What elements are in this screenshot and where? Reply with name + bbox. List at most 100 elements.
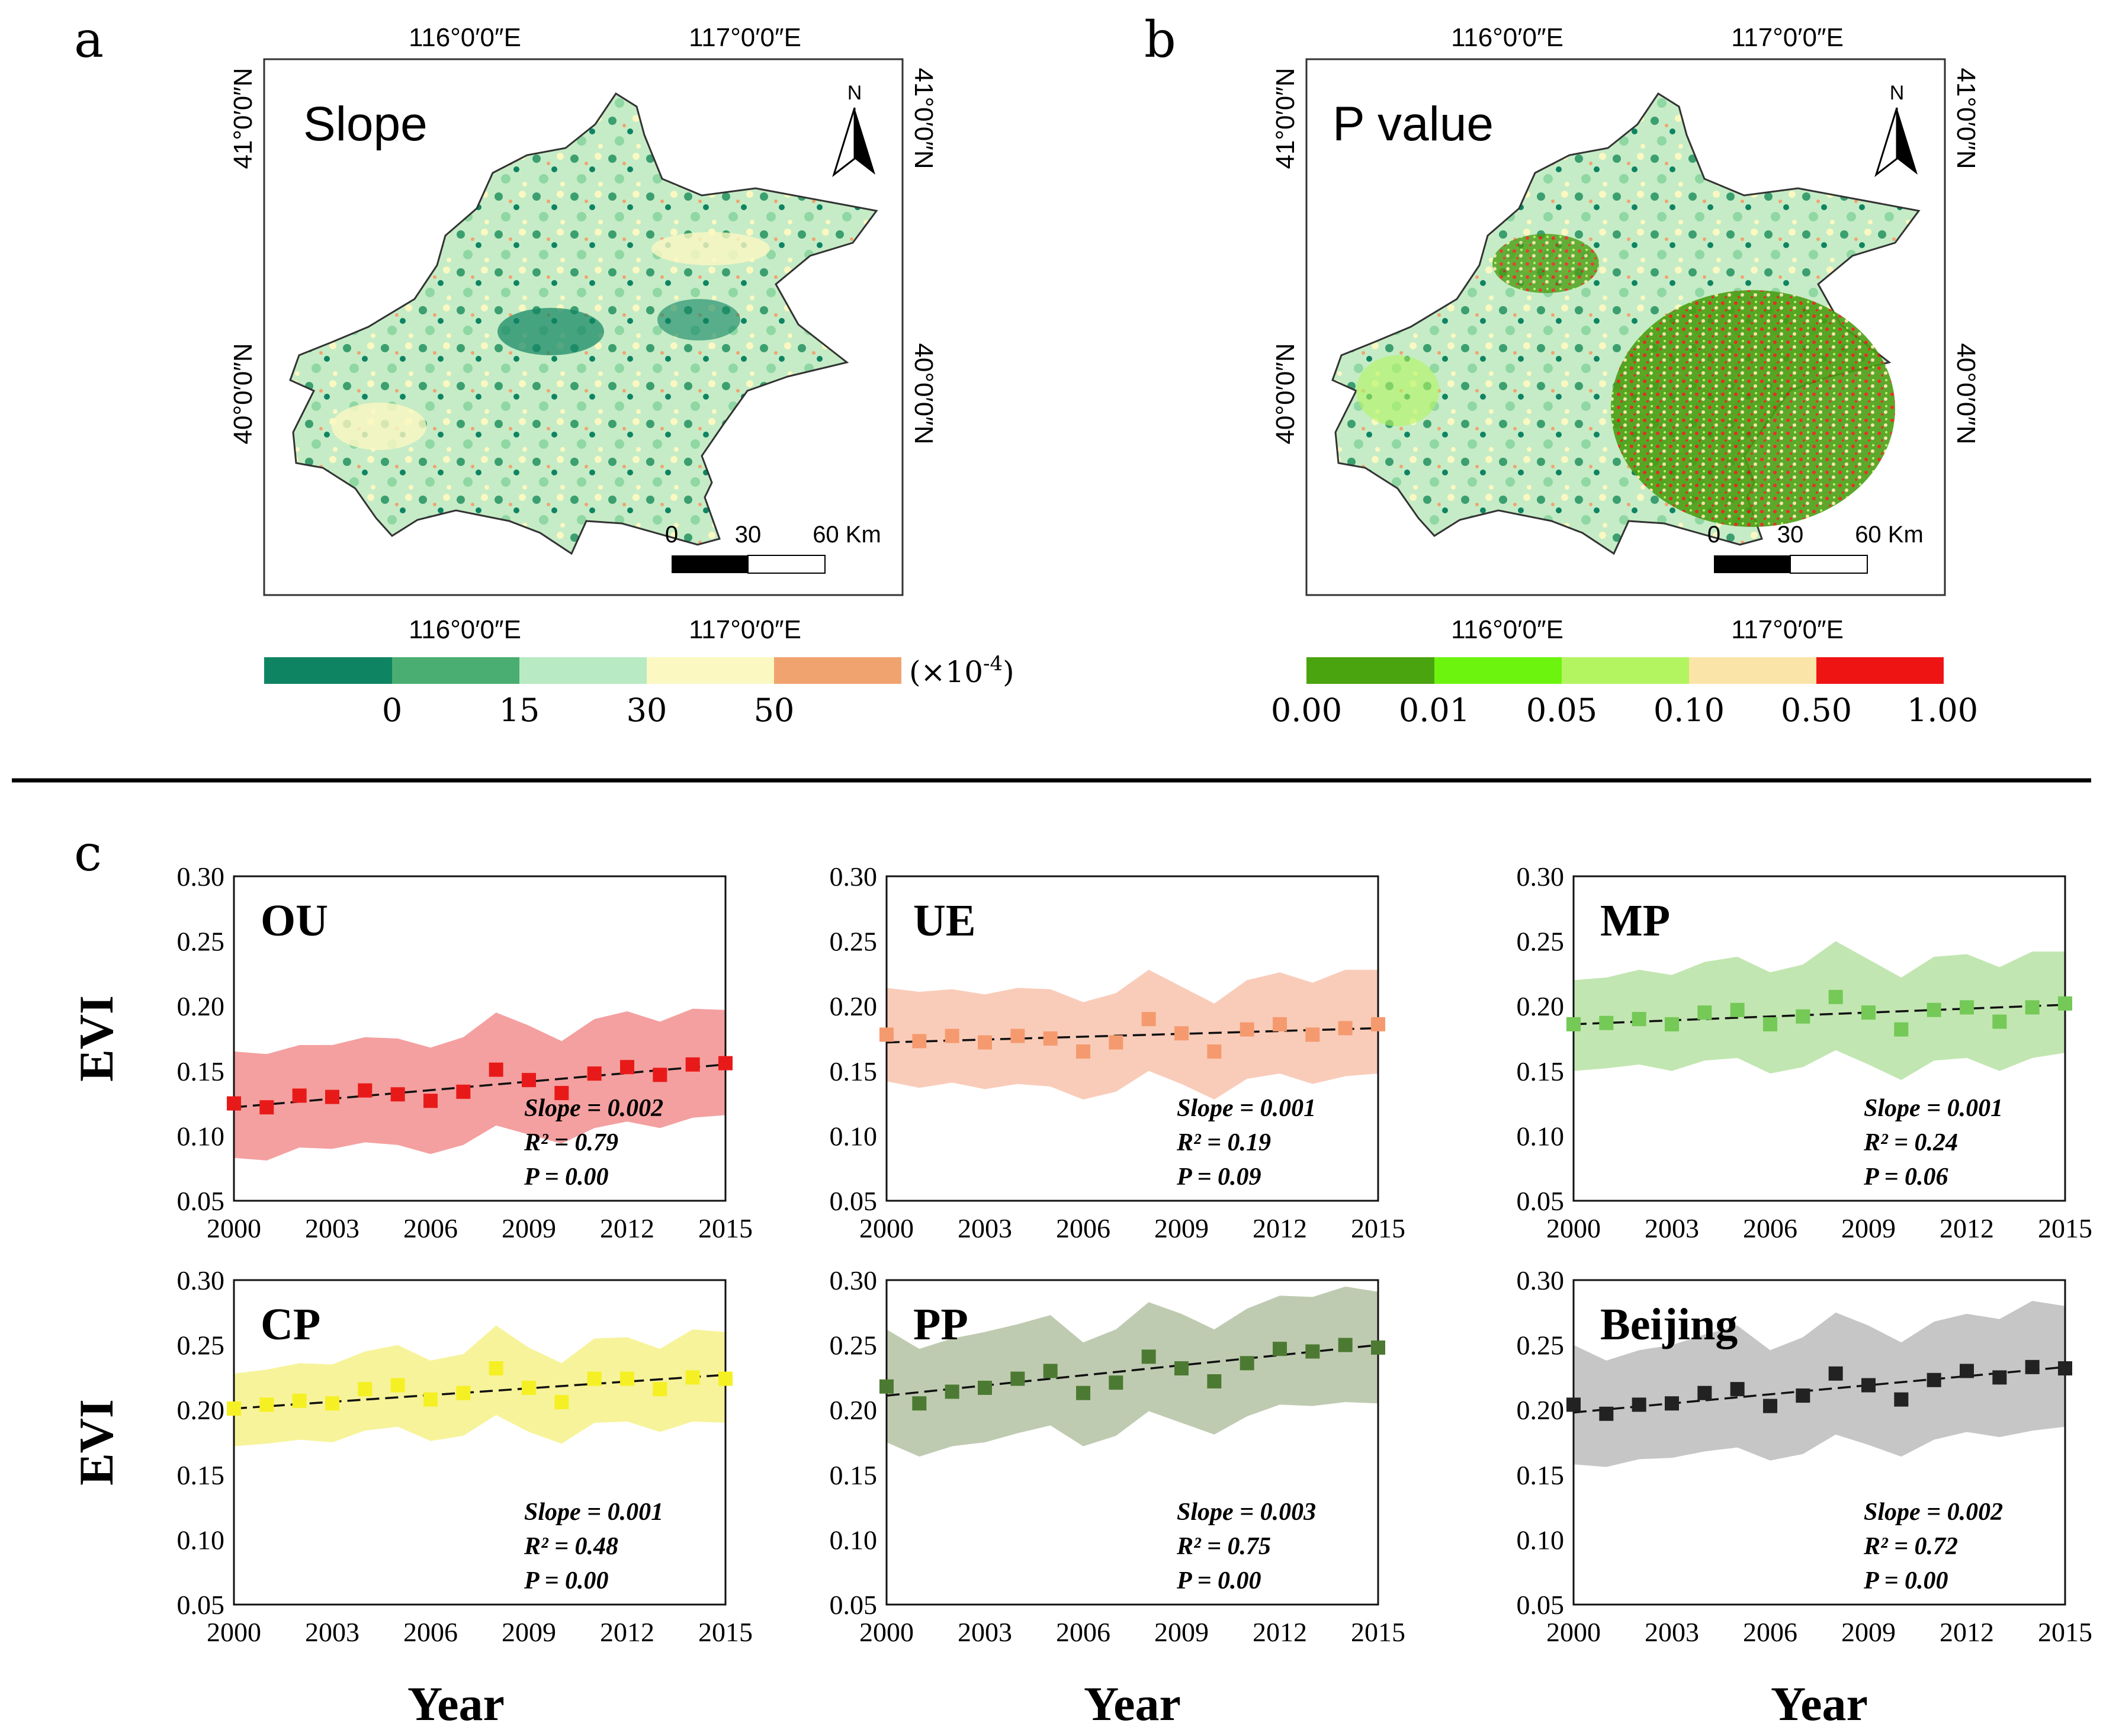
y-tick-label: 0.15 xyxy=(177,1056,225,1086)
y-tick-label: 0.30 xyxy=(177,861,225,892)
data-point xyxy=(1796,1388,1810,1403)
data-point xyxy=(912,1396,927,1411)
stat-annotation: P = 0.06 xyxy=(1863,1163,1948,1191)
data-point xyxy=(325,1396,339,1411)
data-point xyxy=(587,1066,602,1081)
data-point xyxy=(978,1380,992,1395)
scale-tick-60: 60 Km xyxy=(1855,522,1924,548)
data-point xyxy=(1992,1370,2007,1385)
panel-a-lat-left-2: 40°0′0″N xyxy=(229,343,258,444)
data-point xyxy=(1796,1009,1810,1024)
data-point xyxy=(1697,1005,1712,1020)
legend-a-swatch-1 xyxy=(264,657,392,684)
confidence-band xyxy=(1574,941,2065,1081)
legend-b-tick-3: 0.05 xyxy=(1526,692,1597,729)
x-tick-label: 2000 xyxy=(207,1617,261,1647)
legend-a-swatch-2 xyxy=(392,657,519,684)
data-point xyxy=(489,1361,503,1376)
data-point xyxy=(489,1062,503,1077)
y-tick-label: 0.25 xyxy=(1517,927,1565,957)
stat-annotation: P = 0.00 xyxy=(1863,1567,1948,1594)
x-axis-label: Year xyxy=(407,1677,505,1731)
y-tick-label: 0.05 xyxy=(830,1186,878,1216)
data-point xyxy=(1861,1378,1876,1393)
data-point xyxy=(1305,1344,1320,1359)
data-point xyxy=(1076,1385,1090,1400)
x-tick-label: 2000 xyxy=(1546,1617,1601,1647)
data-point xyxy=(1566,1397,1581,1412)
data-point xyxy=(620,1371,634,1386)
x-tick-label: 2015 xyxy=(1351,1617,1405,1647)
data-point xyxy=(227,1096,241,1111)
stat-annotation: R² = 0.72 xyxy=(1863,1533,1958,1560)
panel-a-lon-bottom-1: 116°0′0″E xyxy=(409,615,521,644)
y-tick-label: 0.10 xyxy=(830,1121,878,1151)
data-point xyxy=(1338,1021,1353,1036)
stat-annotation: P = 0.00 xyxy=(524,1567,609,1594)
confidence-band xyxy=(887,1286,1378,1457)
panel-a-scale-bar: 0 30 60 Km xyxy=(665,522,881,574)
legend-a-unit-close: ) xyxy=(1003,655,1014,689)
data-point xyxy=(1828,1366,1843,1381)
data-point xyxy=(879,1379,894,1394)
data-point xyxy=(1141,1349,1156,1364)
north-arrow-icon xyxy=(832,107,875,178)
panel-a-lon-top-1: 116°0′0″E xyxy=(409,23,521,52)
x-tick-label: 2009 xyxy=(1154,1617,1209,1647)
y-tick-label: 0.25 xyxy=(1517,1330,1565,1361)
panel-b-scale-bar: 0 30 60 Km xyxy=(1707,522,1924,574)
data-point xyxy=(358,1382,373,1397)
panel-a-lat-right-2: 40°0′0″N xyxy=(909,343,938,444)
data-point xyxy=(1305,1027,1320,1042)
data-point xyxy=(2025,1000,2040,1015)
data-point xyxy=(1960,1364,1974,1378)
x-tick-label: 2006 xyxy=(1743,1213,1797,1243)
x-tick-label: 2003 xyxy=(1645,1617,1699,1647)
data-point xyxy=(1240,1022,1254,1037)
chart-title: Beijing xyxy=(1600,1300,1738,1349)
panel-a-letter: a xyxy=(74,11,104,69)
panel-b-map xyxy=(1331,92,1920,555)
y-axis-label: EVI xyxy=(69,995,123,1082)
stat-annotation: Slope = 0.002 xyxy=(1864,1499,2003,1526)
data-point xyxy=(1730,1382,1745,1397)
data-point xyxy=(945,1028,959,1043)
x-tick-label: 2012 xyxy=(600,1213,654,1243)
data-point xyxy=(1894,1392,1909,1407)
x-tick-label: 2015 xyxy=(2038,1617,2092,1647)
y-tick-label: 0.25 xyxy=(830,1330,878,1361)
stat-annotation: Slope = 0.001 xyxy=(1177,1095,1316,1122)
data-point xyxy=(390,1087,405,1102)
data-point xyxy=(1927,1372,1941,1387)
legend-b-swatch-2 xyxy=(1434,657,1562,684)
y-tick-label: 0.05 xyxy=(177,1590,225,1620)
x-tick-label: 2003 xyxy=(958,1617,1012,1647)
scale-tick-30: 30 xyxy=(735,522,762,548)
data-point xyxy=(358,1083,373,1098)
stat-annotation: P = 0.09 xyxy=(1176,1163,1261,1191)
panel-a-legend: 0 15 30 50 (×10-4) xyxy=(264,652,1014,729)
y-tick-label: 0.25 xyxy=(177,927,225,957)
data-point xyxy=(1894,1022,1909,1037)
chart-title: MP xyxy=(1600,896,1670,946)
panel-c-letter: c xyxy=(74,824,102,882)
plot-frame xyxy=(1572,1279,2066,1606)
data-point xyxy=(227,1401,241,1416)
legend-b-tick-1: 0.00 xyxy=(1271,692,1342,729)
data-point xyxy=(1174,1361,1189,1376)
y-tick-label: 0.15 xyxy=(830,1460,878,1490)
stat-annotation: R² = 0.79 xyxy=(524,1129,618,1156)
plot-frame xyxy=(1572,875,2066,1202)
trend-line xyxy=(233,1063,726,1108)
data-point xyxy=(978,1035,992,1050)
panel-b-lat-left-2: 40°0′0″N xyxy=(1271,343,1300,444)
y-tick-label: 0.20 xyxy=(1517,1395,1565,1425)
data-point xyxy=(554,1086,569,1101)
y-tick-label: 0.20 xyxy=(177,1395,225,1425)
data-point xyxy=(1076,1044,1090,1059)
x-tick-label: 2000 xyxy=(207,1213,261,1243)
